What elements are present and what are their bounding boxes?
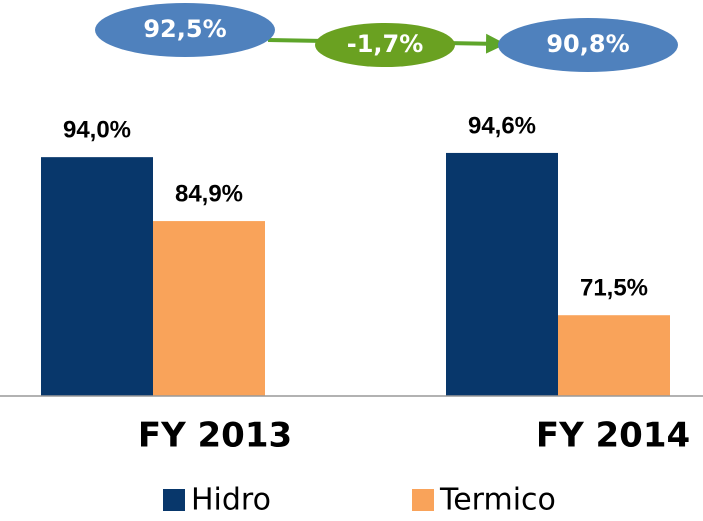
annotation: 90,8% [546, 30, 629, 58]
legend-label: Hidro [191, 483, 271, 518]
legend-label: Termico [439, 483, 556, 518]
bar [446, 152, 558, 396]
annotation: -1,7% [347, 30, 424, 58]
value-label: 94,6% [468, 112, 536, 139]
legend-swatch [412, 489, 434, 511]
x-tick-label: FY 2014 [536, 416, 690, 456]
annotation-bubble [95, 3, 275, 57]
bar [153, 221, 265, 396]
annotation-bubble [498, 18, 678, 72]
x-tick-label: FY 2013 [138, 416, 292, 456]
value-label: 71,5% [580, 275, 648, 302]
annotation: 92,5% [143, 15, 226, 43]
annotation-bubble [315, 23, 455, 67]
bar [41, 157, 153, 396]
bar [558, 315, 670, 396]
value-label: 84,9% [175, 180, 243, 207]
legend-swatch [163, 489, 185, 511]
value-label: 94,0% [63, 116, 131, 143]
